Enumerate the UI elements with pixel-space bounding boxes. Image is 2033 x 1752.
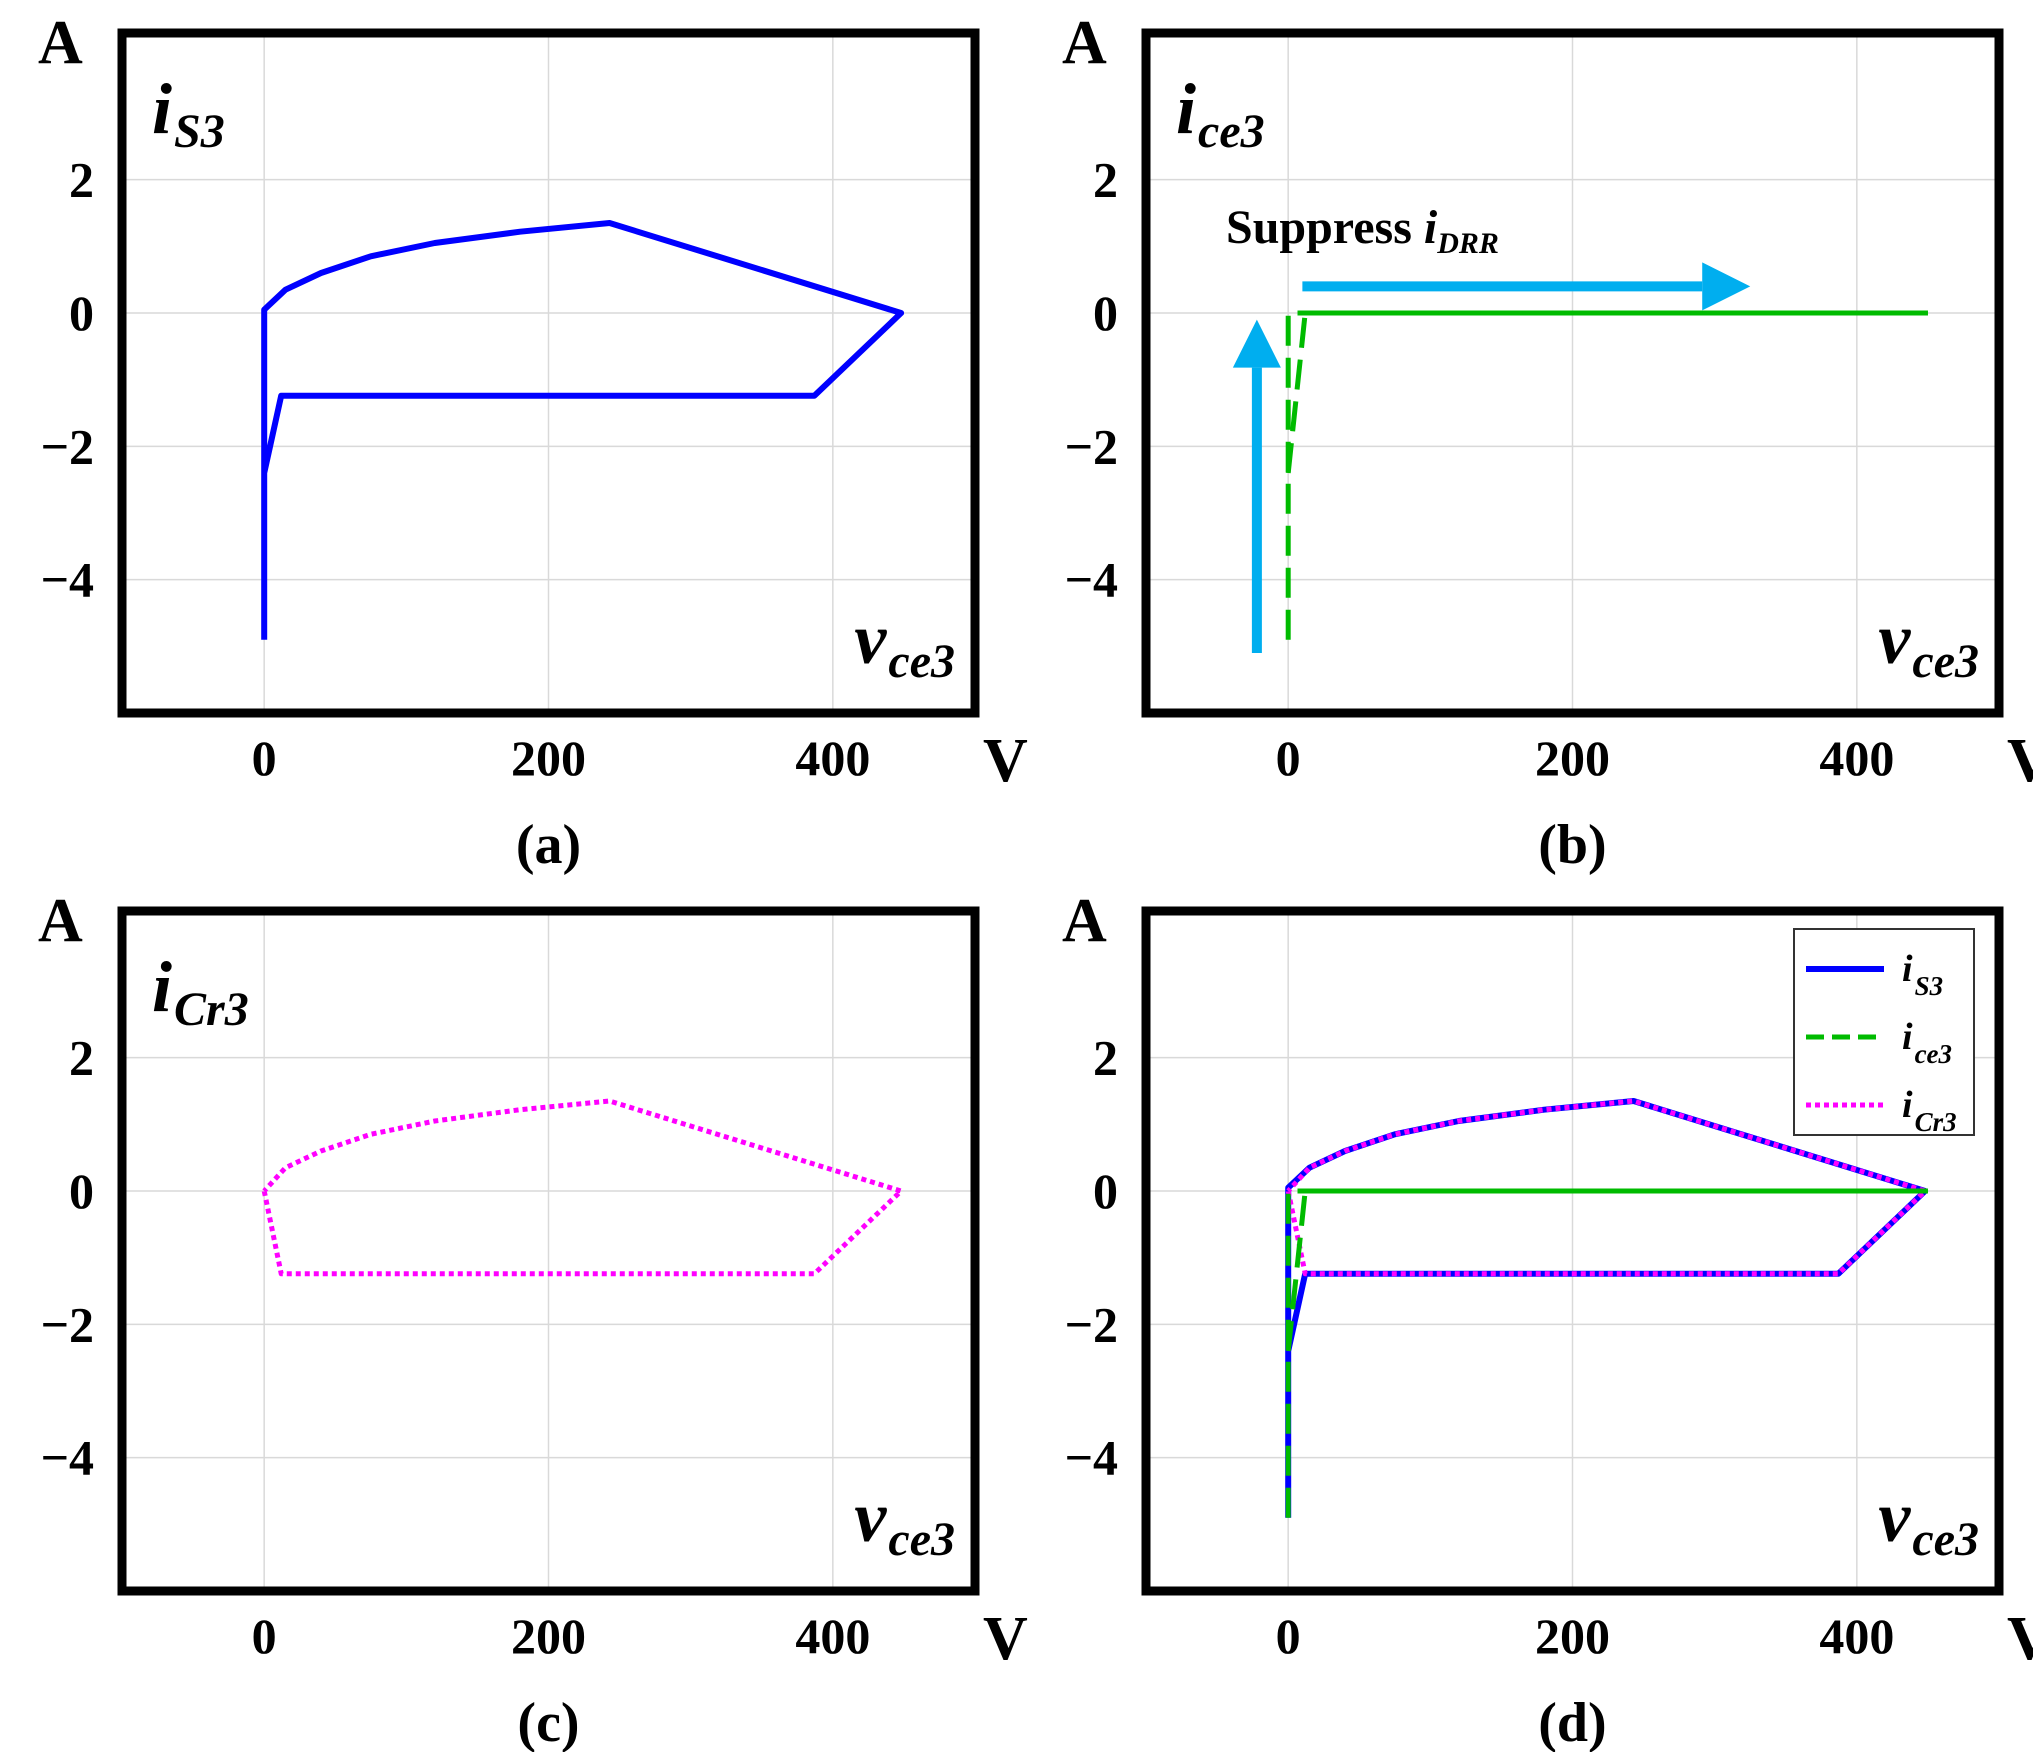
y-tick-label: −4 xyxy=(41,552,95,608)
y-unit-label: A xyxy=(1062,887,1107,955)
x-axis-label: vce3 xyxy=(854,1477,955,1566)
panel-b: 0 200 400 2 0 −2 −4 A V (b) ice3 vce3 Suppress iDRR xyxy=(1062,9,2033,876)
panel-caption: (b) xyxy=(1538,814,1606,876)
x-tick-label: 0 xyxy=(252,1608,277,1664)
y-unit-label: A xyxy=(38,9,83,77)
x-tick-label: 400 xyxy=(795,1608,870,1664)
y-tick-label: 0 xyxy=(69,285,94,341)
series-i_S3-line xyxy=(261,220,905,640)
series-i_S3-line xyxy=(1285,1098,1929,1518)
vertical-arrow-head xyxy=(1232,319,1281,368)
x-tick-label: 400 xyxy=(1819,1608,1894,1664)
series-i_ce3-line xyxy=(1285,1188,1928,1352)
y-tick-label: −2 xyxy=(41,1296,95,1352)
series-i_ce3-line xyxy=(1285,310,1928,640)
panel-d: 0 200 400 2 0 −2 −4 A V (d) vce3 iS3 ice3 iCr3 xyxy=(1062,887,2033,1752)
x-tick-label: 200 xyxy=(511,730,586,786)
legend: iS3 ice3 iCr3 xyxy=(1793,928,1975,1137)
x-tick-label: 400 xyxy=(1819,730,1894,786)
y-tick-label: 0 xyxy=(69,1163,94,1219)
y-tick-label: 2 xyxy=(1093,152,1118,208)
y-axis-label: iCr3 xyxy=(152,947,249,1036)
x-unit-label: V xyxy=(2007,1605,2033,1673)
series-i_ce3-line xyxy=(1285,1188,1928,1518)
y-tick-label: 2 xyxy=(69,152,94,208)
y-tick-label: −4 xyxy=(1065,552,1119,608)
legend-entry-label: iS3 xyxy=(1902,948,1943,1001)
horizontal-arrow-head xyxy=(1702,262,1751,311)
y-tick-label: −2 xyxy=(1065,1296,1119,1352)
y-unit-label: A xyxy=(38,887,83,955)
y-tick-label: 0 xyxy=(1093,285,1118,341)
legend-box xyxy=(1793,928,1975,1136)
y-tick-label: −4 xyxy=(1065,1430,1119,1486)
x-unit-label: V xyxy=(983,727,1028,795)
series-i_Cr3-line xyxy=(261,1098,904,1277)
suppress-annotation: Suppress iDRR xyxy=(1226,201,1499,260)
y-tick-label: −2 xyxy=(1065,418,1119,474)
legend-entry-label: ice3 xyxy=(1902,1016,1952,1069)
y-tick-label: 2 xyxy=(69,1030,94,1086)
panel-c: 0 200 400 2 0 −2 −4 A V (c) iCr3 vce3 xyxy=(38,887,1028,1752)
x-unit-label: V xyxy=(983,1605,1028,1673)
legend-entry-label: iCr3 xyxy=(1902,1084,1957,1137)
y-unit-label: A xyxy=(1062,9,1107,77)
plot-frame xyxy=(117,28,980,718)
panel-caption: (d) xyxy=(1538,1692,1606,1752)
x-tick-label: 200 xyxy=(1535,1608,1610,1664)
y-tick-label: 0 xyxy=(1093,1163,1118,1219)
series-i_ce3-line xyxy=(1285,310,1928,474)
panel-a: 0 200 400 2 0 −2 −4 A V (a) iS3 vce3 xyxy=(38,9,1028,876)
x-tick-label: 200 xyxy=(1535,730,1610,786)
x-axis-label: vce3 xyxy=(1878,1477,1979,1566)
x-axis-label: vce3 xyxy=(1878,599,1979,688)
y-axis-label: iS3 xyxy=(152,69,225,158)
x-unit-label: V xyxy=(2007,727,2033,795)
x-axis-label: vce3 xyxy=(854,599,955,688)
x-tick-label: 0 xyxy=(1276,730,1301,786)
y-tick-label: −4 xyxy=(41,1430,95,1486)
panel-caption: (a) xyxy=(516,814,581,876)
y-tick-label: −2 xyxy=(41,418,95,474)
plot-frame xyxy=(1141,28,2004,718)
y-tick-label: 2 xyxy=(1093,1030,1118,1086)
x-tick-label: 0 xyxy=(252,730,277,786)
x-tick-label: 200 xyxy=(511,1608,586,1664)
x-tick-label: 0 xyxy=(1276,1608,1301,1664)
x-tick-label: 400 xyxy=(795,730,870,786)
panel-caption: (c) xyxy=(517,1692,579,1752)
y-axis-label: ice3 xyxy=(1176,69,1265,158)
plot-frame xyxy=(117,906,980,1596)
plot-frame xyxy=(1141,906,2004,1596)
